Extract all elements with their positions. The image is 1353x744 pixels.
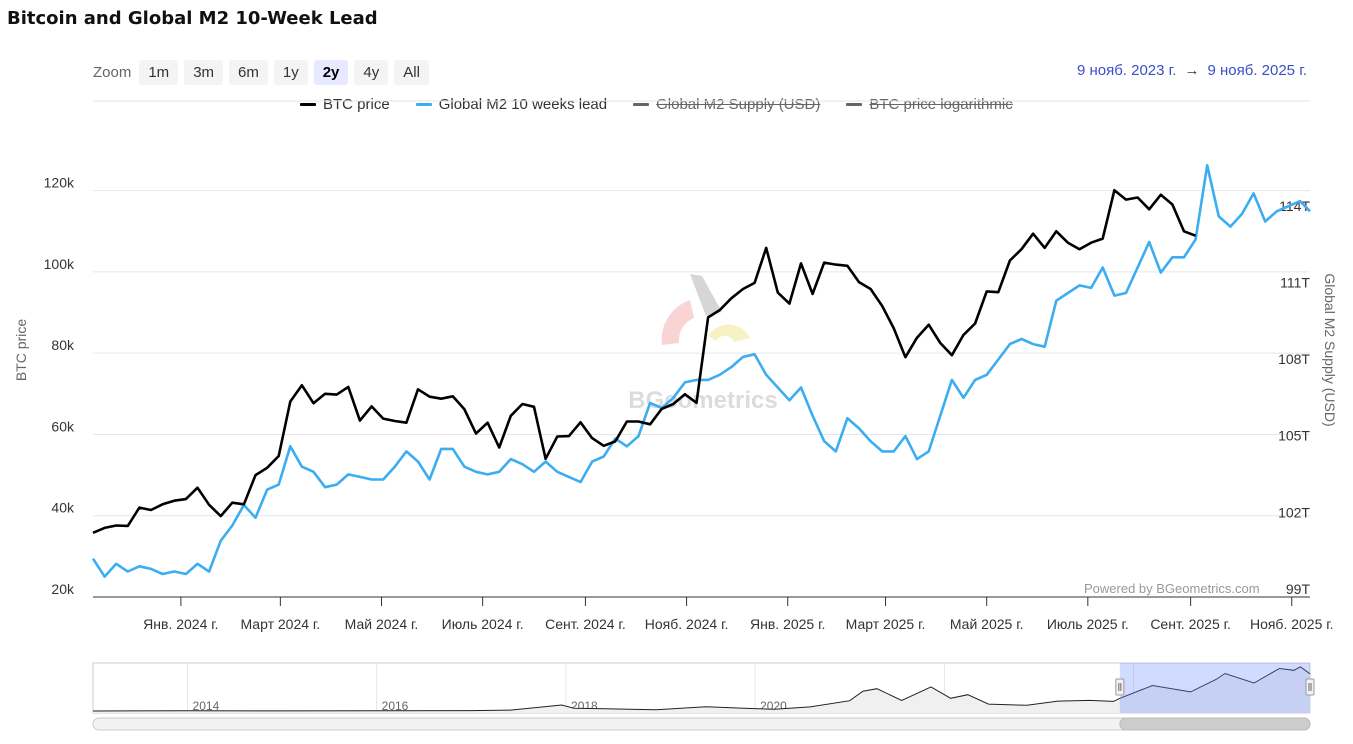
y-tick-label-100k: 100k xyxy=(44,256,75,272)
x-tick-label-2024-05-01: Май 2024 г. xyxy=(345,616,419,632)
y-axis-left-title: BTC price xyxy=(13,319,29,381)
navigator-tick-label-2016: 2016 xyxy=(382,699,409,713)
navigator[interactable]: 201420162018202020222024 xyxy=(92,662,1315,731)
x-tick-label-2025-05-01: Май 2025 г. xyxy=(950,616,1024,632)
zoom-1m-button[interactable]: 1m xyxy=(139,59,179,85)
watermark-text: BGeometrics xyxy=(628,387,777,414)
zoom-6m-button[interactable]: 6m xyxy=(229,59,268,85)
zoom-2y-button[interactable]: 2y xyxy=(313,59,349,85)
x-tick-label-2025-11-01: Нояб. 2025 г. xyxy=(1250,616,1334,632)
y-axis-left: 20k 40k 60k 80k 100k 120k xyxy=(44,175,75,597)
y-tick-label-80k: 80k xyxy=(51,337,75,353)
zoom-label: Zoom xyxy=(93,63,132,81)
y2-tick-label-111T: 111T xyxy=(1280,274,1310,290)
navigator-handle-left[interactable] xyxy=(1115,678,1125,696)
x-tick-label-2024-11-01: Нояб. 2024 г. xyxy=(645,616,729,632)
range-to-date[interactable]: 9 нояб. 2025 г. xyxy=(1207,62,1307,79)
y-tick-label-40k: 40k xyxy=(51,500,75,516)
navigator-line xyxy=(92,666,1311,712)
navigator-scrollbar-thumb[interactable] xyxy=(1119,717,1311,731)
credit-link[interactable]: Powered by BGeometrics.com xyxy=(1084,581,1260,596)
legend-label-btc-price-log: BTC price logarithmic xyxy=(869,96,1013,113)
zoom-3m-button[interactable]: 3m xyxy=(184,59,224,85)
x-tick-label-2025-07-01: Июль 2025 г. xyxy=(1047,616,1129,632)
bgeometrics-watermark: BGeometrics xyxy=(628,274,778,414)
y-tick-label-20k: 20k xyxy=(51,581,75,597)
y2-tick-label-105T: 105T xyxy=(1278,428,1310,444)
series-lines[interactable] xyxy=(91,164,1311,578)
y-axis-right-title: Global M2 Supply (USD) xyxy=(1322,273,1338,426)
y2-tick-label-108T: 108T xyxy=(1278,351,1310,367)
legend-label-global-m2-supply: Global M2 Supply (USD) xyxy=(656,96,821,113)
date-range: 9 нояб. 2023 г. → 9 нояб. 2025 г. xyxy=(1077,62,1307,79)
zoom-4y-button[interactable]: 4y xyxy=(354,59,389,85)
y-tick-label-60k: 60k xyxy=(51,418,75,434)
legend-label-global-m2-lead: Global M2 10 weeks lead xyxy=(438,96,608,113)
navigator-area xyxy=(93,666,1310,713)
series-line-global-m2-lead[interactable] xyxy=(91,164,1311,578)
grid-lines xyxy=(93,100,1310,598)
range-from-date[interactable]: 9 нояб. 2023 г. xyxy=(1076,62,1177,79)
legend: BTC price Global M2 10 weeks lead Global… xyxy=(300,96,1013,113)
x-tick-label-2024-07-01: Июль 2024 г. xyxy=(442,616,524,632)
legend-item-btc-price[interactable]: BTC price xyxy=(300,96,390,113)
watermark-arc-yellow xyxy=(708,324,750,342)
y2-tick-label-102T: 102T xyxy=(1278,504,1310,520)
x-tick-label-2024-09-01: Сент. 2024 г. xyxy=(545,616,626,632)
navigator-tick-label-2014: 2014 xyxy=(193,699,220,713)
legend-swatch-btc-price-log xyxy=(846,103,863,106)
x-tick-label-2025-01-01: Янв. 2025 г. xyxy=(750,616,825,632)
y2-tick-label-99T: 99T xyxy=(1286,581,1311,597)
x-tick-label-2024-03-01: Март 2024 г. xyxy=(240,616,320,632)
legend-item-btc-price-log[interactable]: BTC price logarithmic xyxy=(846,96,1013,113)
navigator-handle-right[interactable] xyxy=(1305,678,1315,696)
x-axis: Янв. 2024 г. Март 2024 г. Май 2024 г. Июль … xyxy=(93,596,1334,632)
range-arrow: → xyxy=(1184,62,1200,79)
zoom-all-button[interactable]: All xyxy=(394,59,429,85)
x-tick-label-2025-09-01: Сент. 2025 г. xyxy=(1150,616,1231,632)
zoom-1y-button[interactable]: 1y xyxy=(273,59,308,85)
y-tick-label-120k: 120k xyxy=(44,175,75,191)
legend-label-btc-price: BTC price xyxy=(323,96,390,113)
legend-swatch-btc-price xyxy=(300,103,316,106)
page-title: Bitcoin and Global M2 10-Week Lead xyxy=(7,8,378,29)
zoom-bar: Zoom 1m 3m 6m 1y 2y 4y All xyxy=(93,58,429,86)
series-line-btc-price[interactable] xyxy=(92,188,1197,534)
legend-item-global-m2-lead[interactable]: Global M2 10 weeks lead xyxy=(415,96,608,113)
legend-swatch-global-m2-lead xyxy=(415,103,432,106)
watermark-arc-red xyxy=(661,300,694,345)
legend-item-global-m2-supply[interactable]: Global M2 Supply (USD) xyxy=(633,96,820,113)
x-tick-label-2024-01-01: Янв. 2024 г. xyxy=(143,616,218,632)
x-tick-label-2025-03-01: Март 2025 г. xyxy=(846,616,926,632)
watermark-arc-gray xyxy=(690,274,722,316)
legend-swatch-global-m2-supply xyxy=(633,103,650,106)
navigator-selection[interactable] xyxy=(1119,663,1310,713)
